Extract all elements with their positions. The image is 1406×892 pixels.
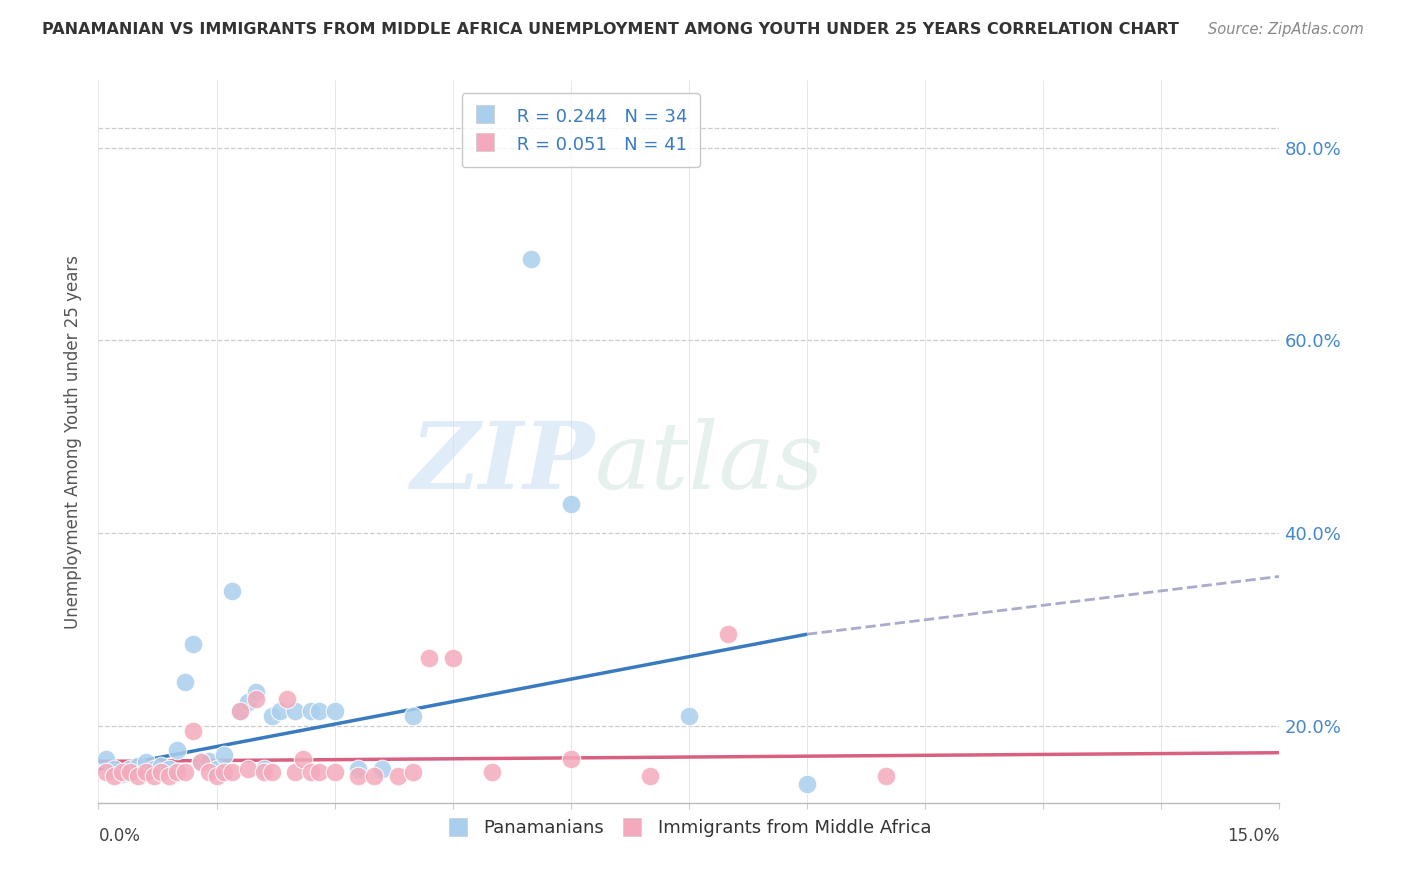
Point [269,704,291,718]
Point [284,704,307,718]
Point [323,764,346,779]
Point [96,752,118,766]
Point [221,764,243,779]
Point [308,704,330,718]
Point [166,743,188,757]
Point [253,764,276,779]
Point [284,764,307,779]
Point [299,764,322,779]
Point [717,627,740,641]
Point [214,747,236,762]
Point [157,762,180,776]
Point [197,755,219,769]
Point [276,691,298,706]
Point [197,764,219,779]
Text: atlas: atlas [595,418,824,508]
Y-axis label: Unemployment Among Youth under 25 years: Unemployment Among Youth under 25 years [63,254,82,629]
Point [347,762,370,776]
Point [118,764,141,779]
Point [441,651,464,665]
Point [236,762,259,776]
Text: Source: ZipAtlas.com: Source: ZipAtlas.com [1208,22,1364,37]
Point [638,769,661,783]
Point [111,767,134,781]
Point [103,769,125,783]
Point [166,764,188,779]
Point [127,769,149,783]
Point [245,691,267,706]
Point [135,764,157,779]
Point [299,704,322,718]
Point [174,675,197,690]
Point [260,764,283,779]
Point [127,759,149,773]
Text: 0.0%: 0.0% [98,827,141,845]
Point [418,651,440,665]
Point [363,769,385,783]
Point [560,752,582,766]
Text: 15.0%: 15.0% [1227,827,1279,845]
Point [1253,834,1275,848]
Point [135,756,157,770]
Point [292,752,315,766]
Point [157,769,180,783]
Point [174,764,197,779]
Point [560,497,582,511]
Point [371,762,394,776]
Point [190,755,212,769]
Point [481,764,503,779]
Point [190,756,212,770]
Point [253,762,276,776]
Point [308,764,330,779]
Point [402,764,425,779]
Point [260,709,283,723]
Point [205,769,228,783]
Point [245,685,267,699]
Point [111,764,134,779]
Point [678,709,700,723]
Point [181,723,204,738]
Point [181,637,204,651]
Point [323,704,346,718]
Point [221,583,243,598]
Point [118,762,141,776]
Point [96,764,118,779]
Point [1111,815,1133,830]
Text: PANAMANIAN VS IMMIGRANTS FROM MIDDLE AFRICA UNEMPLOYMENT AMONG YOUTH UNDER 25 YE: PANAMANIAN VS IMMIGRANTS FROM MIDDLE AFR… [42,22,1180,37]
Point [402,709,425,723]
Point [520,252,543,266]
Point [142,762,165,776]
Point [229,704,252,718]
Point [150,764,173,779]
Point [214,764,236,779]
Point [796,776,818,790]
Point [875,769,897,783]
Point [387,769,409,783]
Point [142,769,165,783]
Text: ZIP: ZIP [411,418,595,508]
Legend: Panamanians, Immigrants from Middle Africa: Panamanians, Immigrants from Middle Afri… [440,812,938,845]
Point [103,762,125,776]
Point [347,769,370,783]
Point [205,762,228,776]
Point [150,759,173,773]
Point [236,695,259,709]
Point [229,704,252,718]
